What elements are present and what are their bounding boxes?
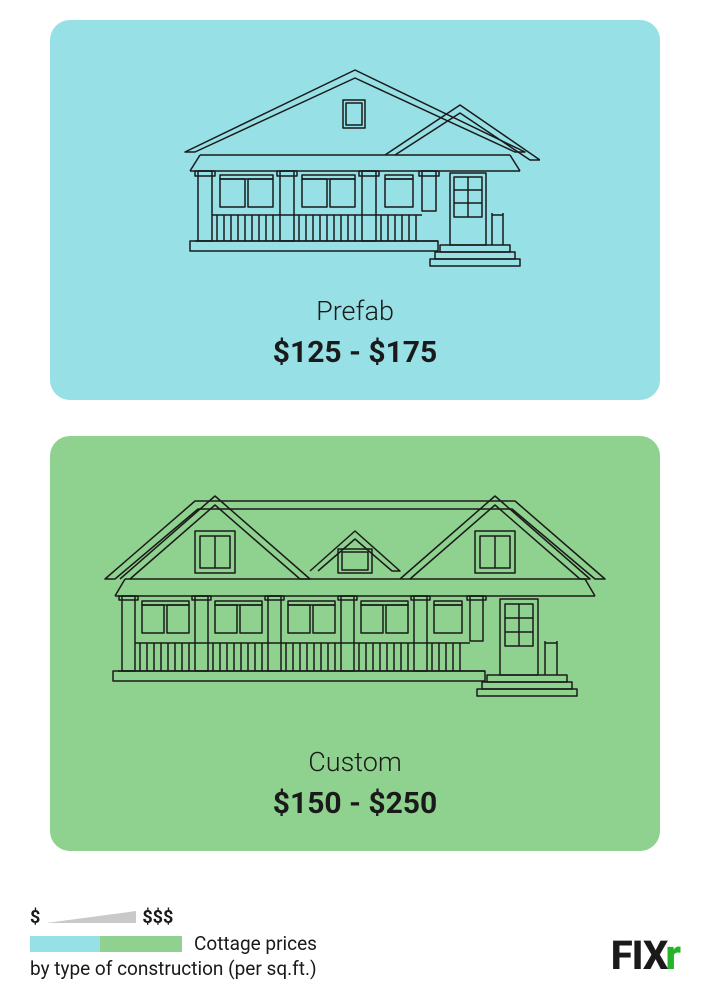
- fixr-logo: FIXr: [611, 931, 680, 980]
- custom-house-icon: [100, 461, 610, 731]
- logo-text-green: r: [665, 931, 680, 980]
- legend-title: Cottage prices: [194, 932, 317, 955]
- custom-label: Custom: [80, 746, 630, 778]
- legend-high: $$$: [142, 907, 173, 928]
- legend-box-high: [100, 936, 182, 952]
- wedge-icon: [46, 911, 136, 925]
- custom-card: Custom $150 - $250: [50, 436, 660, 851]
- custom-price: $150 - $250: [80, 786, 630, 821]
- legend-scale: $ $$$: [30, 907, 317, 928]
- footer: $ $$$ Cottage prices by type of construc…: [30, 907, 680, 980]
- legend: $ $$$ Cottage prices by type of construc…: [30, 907, 317, 980]
- legend-low: $: [30, 907, 40, 928]
- logo-text-black: FIX: [611, 932, 668, 979]
- prefab-card: Prefab $125 - $175: [50, 20, 660, 400]
- legend-box-low: [30, 936, 100, 952]
- legend-subtitle: by type of construction (per sq.ft.): [30, 957, 317, 980]
- legend-color-bar: Cottage prices: [30, 932, 317, 955]
- prefab-label: Prefab: [80, 295, 630, 327]
- prefab-price: $125 - $175: [80, 335, 630, 370]
- prefab-house-icon: [170, 45, 540, 280]
